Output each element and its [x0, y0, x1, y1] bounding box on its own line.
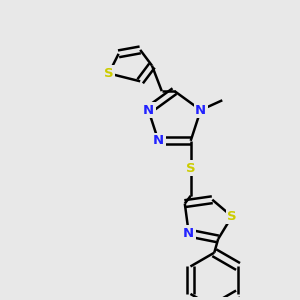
Text: N: N [195, 103, 206, 117]
Text: N: N [183, 226, 194, 240]
Text: S: S [227, 210, 237, 223]
Text: N: N [153, 134, 164, 147]
Text: N: N [143, 103, 154, 117]
Text: S: S [186, 162, 196, 175]
Text: S: S [104, 67, 114, 80]
